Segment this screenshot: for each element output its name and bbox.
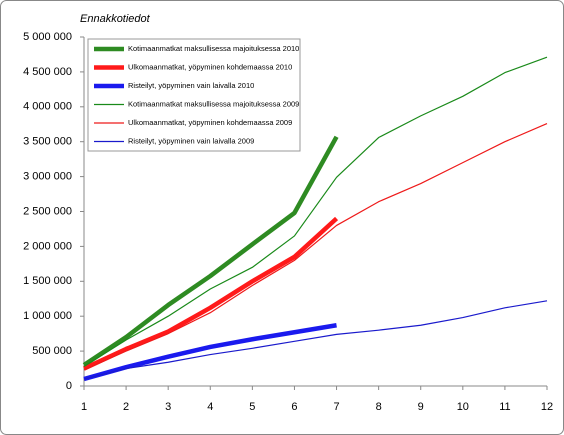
series-line xyxy=(82,135,339,367)
series-line xyxy=(83,123,548,371)
chart-title: Ennakkotiedot xyxy=(80,13,151,25)
y-tick-label: 3 000 000 xyxy=(23,171,72,183)
x-tick-label: 8 xyxy=(376,401,382,413)
series-line xyxy=(83,56,548,367)
legend-label: Ulkomaanmatkat, yöpyminen kohdemaassa 20… xyxy=(128,62,292,71)
legend-label: Kotimaanmatkat maksullisessa majoitukses… xyxy=(128,99,299,108)
legend-label: Ulkomaanmatkat, yöpyminen kohdemaassa 20… xyxy=(128,118,292,127)
legend-label: Kotimaanmatkat maksullisessa majoitukses… xyxy=(128,44,299,53)
x-tick-label: 7 xyxy=(333,401,339,413)
series-line xyxy=(83,323,337,382)
x-tick-label: 12 xyxy=(541,401,553,413)
y-tick-label: 1 500 000 xyxy=(23,275,72,287)
x-tick-label: 6 xyxy=(291,401,297,413)
x-tick-label: 5 xyxy=(249,401,255,413)
y-tick-label: 1 000 000 xyxy=(23,310,72,322)
series-line xyxy=(83,216,339,371)
legend-box xyxy=(87,38,301,152)
x-tick-label: 11 xyxy=(499,401,510,413)
y-tick-label: 0 xyxy=(66,380,72,392)
y-tick-label: 2 000 000 xyxy=(23,240,72,252)
y-tick-label: 3 500 000 xyxy=(23,136,72,148)
legend-label: Risteilyt, yöpyminen vain laivalla 2009 xyxy=(128,136,254,145)
x-tick-label: 1 xyxy=(81,401,87,413)
x-tick-label: 2 xyxy=(123,401,129,413)
legend: Kotimaanmatkat maksullisessa majoitukses… xyxy=(87,38,301,152)
x-tick-label: 3 xyxy=(165,401,171,413)
y-tick-label: 4 000 000 xyxy=(23,101,72,113)
x-tick-label: 4 xyxy=(207,401,213,413)
y-tick-label: 5 000 000 xyxy=(23,31,72,43)
x-tick-label: 9 xyxy=(418,401,424,413)
y-tick-label: 2 500 000 xyxy=(23,205,72,217)
legend-label: Risteilyt, yöpyminen vain laivalla 2010 xyxy=(128,81,254,90)
y-tick-label: 500 000 xyxy=(32,345,72,357)
x-tick-label: 10 xyxy=(457,401,469,413)
series-line xyxy=(83,300,548,380)
y-tick-label: 4 500 000 xyxy=(23,66,72,78)
